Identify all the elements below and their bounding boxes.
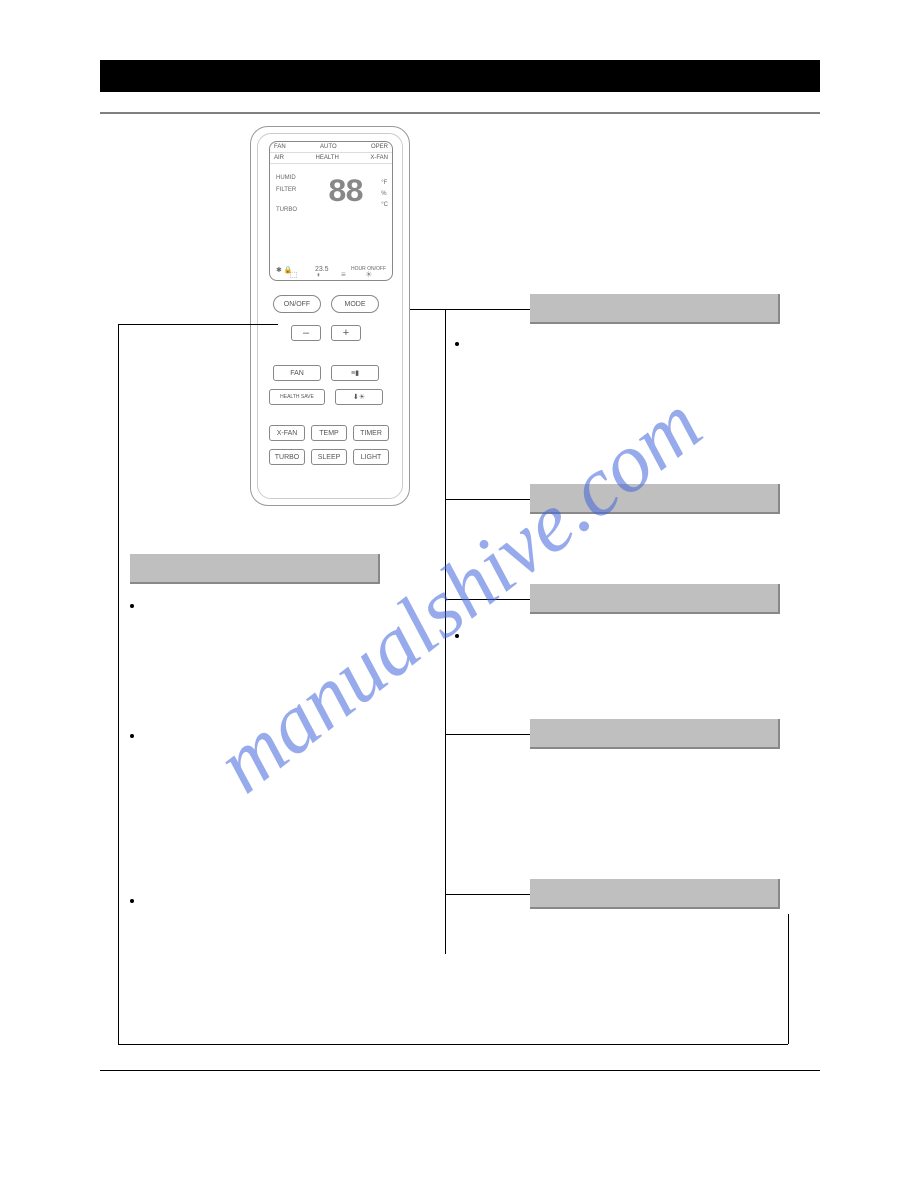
manual-page: FAN AUTO OPER AIR HEALTH X-FAN HUMID FIL… [100, 60, 820, 1034]
label-box [530, 719, 780, 749]
mode-button: MODE [331, 295, 379, 313]
lcd-side-labels: HUMID FILTER TURBO [276, 172, 297, 216]
connector-line [445, 499, 530, 500]
minus-button: – [291, 325, 321, 341]
lcd-health-label: HEALTH [316, 155, 339, 161]
lcd-air-label: AIR [274, 155, 284, 161]
connector-line [118, 324, 119, 1044]
bullet-icon [130, 899, 134, 903]
lcd-row-top: FAN AUTO OPER [270, 142, 392, 153]
bullet-icon [130, 734, 134, 738]
label-box [530, 484, 780, 514]
remote-row-onoff: ON/OFF MODE [273, 295, 379, 313]
connector-line [445, 894, 530, 895]
lcd-big-display: 88 [310, 174, 380, 211]
lcd-filter: FILTER [276, 184, 297, 196]
lcd-bottom-icons: ⬚◐≡☀ [280, 270, 382, 282]
label-box [530, 879, 780, 909]
connector-line [445, 309, 446, 954]
health-save-button: HEALTH SAVE [269, 389, 325, 405]
lcd-oper-label: OPER [371, 144, 388, 150]
content-area: FAN AUTO OPER AIR HEALTH X-FAN HUMID FIL… [100, 114, 820, 1034]
bullet-icon [455, 634, 459, 638]
label-box [130, 554, 380, 584]
connector-line [445, 599, 530, 600]
lcd-humid: HUMID [276, 172, 297, 184]
lcd-unit-pct: % [381, 189, 388, 200]
remote-control-diagram: FAN AUTO OPER AIR HEALTH X-FAN HUMID FIL… [250, 126, 410, 506]
fan-button: FAN [273, 365, 321, 381]
lcd-row-2: AIR HEALTH X-FAN [270, 153, 392, 164]
connector-line [410, 309, 530, 310]
plus-button: + [331, 325, 361, 341]
lcd-units: °F % °C [381, 178, 388, 211]
remote-row-plusminus: – + [291, 325, 361, 341]
connector-line [445, 734, 530, 735]
remote-row-health: HEALTH SAVE ⬇☀ [269, 389, 383, 405]
lcd-turbo: TURBO [276, 204, 297, 216]
lcd-unit-f: °F [381, 178, 388, 189]
header-black-bar [100, 60, 820, 92]
footer-line [100, 1070, 820, 1071]
timer-button: TIMER [353, 425, 389, 441]
turbo-button: TURBO [269, 449, 305, 465]
label-box [530, 584, 780, 614]
connector-line [788, 914, 789, 1044]
connector-line [118, 1044, 788, 1045]
onoff-button: ON/OFF [273, 295, 321, 313]
remote-row-fan: FAN ≡▮ [273, 365, 379, 381]
swing-h-button: ≡▮ [331, 365, 379, 381]
swing-v-button: ⬇☀ [335, 389, 383, 405]
temp-button: TEMP [311, 425, 347, 441]
connector-line [118, 324, 278, 325]
lcd-auto-label: AUTO [320, 144, 337, 150]
light-button: LIGHT [353, 449, 389, 465]
remote-lcd: FAN AUTO OPER AIR HEALTH X-FAN HUMID FIL… [269, 141, 393, 281]
sleep-button: SLEEP [311, 449, 347, 465]
bullet-icon [455, 342, 459, 346]
lcd-unit-c: °C [381, 200, 388, 211]
lcd-xfan-label: X-FAN [370, 155, 388, 161]
remote-row-turbo: TURBO SLEEP LIGHT [269, 449, 389, 465]
label-box [530, 294, 780, 324]
bullet-icon [130, 604, 134, 608]
lcd-fan-label: FAN [274, 144, 286, 150]
remote-row-xfan: X-FAN TEMP TIMER [269, 425, 389, 441]
xfan-button: X-FAN [269, 425, 305, 441]
